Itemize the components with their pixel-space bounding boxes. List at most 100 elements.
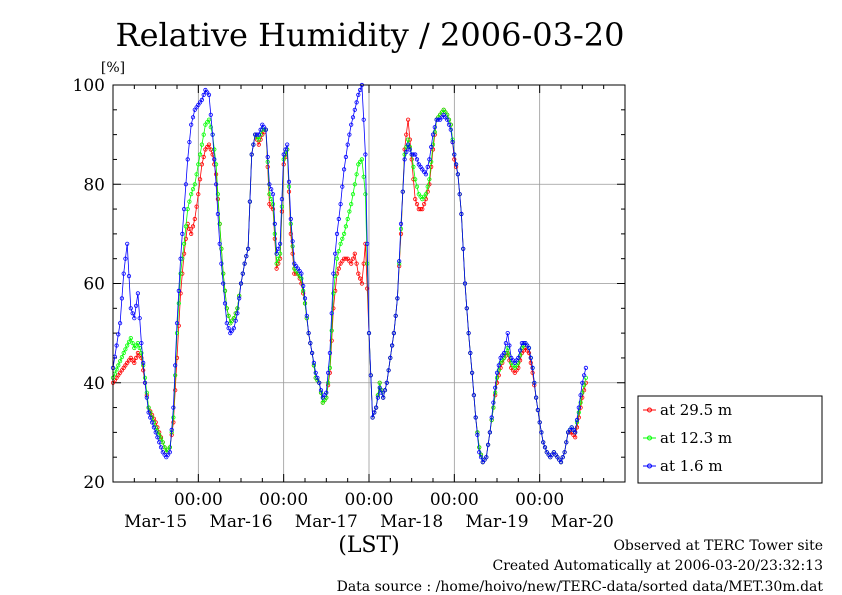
data-point	[116, 332, 121, 337]
data-point	[462, 281, 468, 286]
data-point	[274, 266, 279, 271]
data-point	[329, 311, 334, 316]
data-point	[226, 326, 231, 331]
data-point	[309, 350, 315, 356]
data-point	[249, 152, 254, 157]
data-point	[535, 407, 541, 413]
data-point	[114, 343, 119, 348]
data-point	[246, 246, 251, 251]
legend-label: at 1.6 m	[660, 457, 723, 475]
data-point	[276, 246, 281, 251]
data-point	[574, 417, 580, 423]
data-point	[176, 301, 181, 306]
data-point	[189, 192, 194, 197]
data-point	[466, 330, 471, 336]
data-point	[329, 328, 334, 333]
data-point	[325, 370, 331, 375]
data-point	[167, 450, 172, 455]
data-point	[134, 355, 139, 360]
data-point	[304, 313, 309, 318]
data-point	[576, 410, 581, 415]
legend-frame	[637, 395, 823, 484]
data-point	[382, 388, 388, 393]
data-point	[379, 390, 384, 395]
data-point	[121, 271, 126, 276]
data-point	[214, 182, 219, 187]
data-point	[457, 192, 462, 197]
data-point	[270, 202, 276, 207]
data-point	[210, 132, 215, 137]
data-point	[366, 330, 372, 336]
data-point	[277, 241, 283, 246]
data-point	[350, 256, 356, 261]
data-point	[201, 132, 206, 137]
data-point	[505, 330, 510, 336]
x-tick-day-label: Mar-16	[209, 512, 272, 532]
data-point	[386, 368, 391, 373]
x-tick-day-label: Mar-20	[551, 512, 614, 532]
data-point	[391, 330, 396, 336]
data-point	[276, 256, 281, 261]
data-point	[539, 430, 544, 435]
data-point	[199, 142, 204, 147]
data-point	[413, 152, 418, 157]
data-point	[414, 184, 420, 189]
data-point	[580, 380, 585, 385]
data-point	[341, 167, 347, 172]
data-point	[413, 177, 418, 182]
data-point	[411, 152, 416, 157]
data-point	[333, 251, 338, 256]
data-point	[429, 144, 434, 150]
data-point	[393, 313, 398, 318]
data-point	[453, 162, 459, 167]
data-point	[381, 395, 386, 400]
data-point	[395, 296, 400, 301]
data-point	[183, 182, 188, 187]
data-point	[356, 92, 361, 98]
data-point	[414, 157, 420, 162]
data-point	[116, 363, 121, 368]
data-point	[487, 430, 492, 435]
data-point	[404, 149, 409, 155]
data-point	[341, 231, 347, 236]
data-point	[290, 251, 295, 256]
data-point	[217, 241, 222, 246]
data-point	[407, 147, 412, 152]
data-point	[485, 442, 491, 447]
data-point	[398, 221, 404, 226]
data-point	[336, 216, 341, 222]
data-point	[251, 142, 256, 147]
data-point	[357, 87, 363, 93]
data-point	[302, 296, 308, 301]
data-point	[171, 405, 176, 410]
chart-title: Relative Humidity / 2006-03-20	[116, 16, 625, 54]
data-point	[521, 340, 526, 346]
data-point	[477, 450, 482, 455]
data-point	[347, 132, 352, 137]
data-point	[516, 355, 521, 360]
data-point	[130, 340, 135, 346]
x-tick-day-label: Mar-15	[124, 512, 187, 532]
data-point	[301, 283, 306, 289]
data-point	[142, 380, 148, 385]
data-point	[173, 388, 178, 393]
data-point	[201, 92, 206, 98]
data-point	[258, 127, 263, 132]
data-point	[445, 117, 450, 122]
data-point	[214, 172, 219, 177]
data-point	[377, 385, 382, 390]
data-point	[528, 360, 533, 365]
data-point	[421, 202, 427, 207]
data-point	[118, 321, 123, 326]
data-point	[183, 224, 188, 229]
data-point	[288, 231, 293, 236]
data-point	[318, 388, 324, 393]
data-point	[400, 189, 405, 194]
data-point	[299, 271, 304, 276]
data-point	[356, 271, 361, 276]
data-point	[283, 147, 288, 152]
data-point	[469, 370, 475, 375]
data-point	[384, 380, 389, 385]
data-point	[215, 192, 220, 197]
data-point	[198, 152, 203, 157]
